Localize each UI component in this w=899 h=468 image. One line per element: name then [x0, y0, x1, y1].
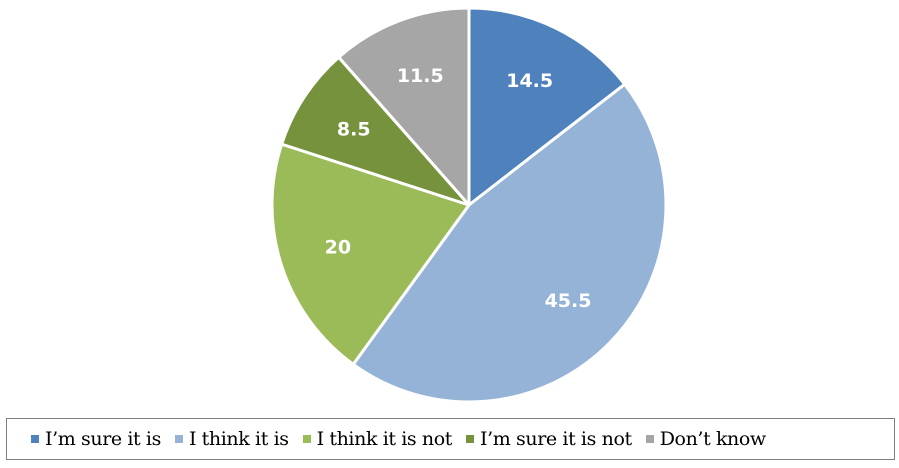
- chart-legend: I’m sure it is I think it is I think it is…: [6, 418, 895, 460]
- data-label-5: 11.5: [397, 65, 444, 87]
- pie-data-labels: 14.5 45.5 20 8.5 11.5: [325, 65, 592, 312]
- legend-swatch: [302, 435, 311, 443]
- legend-swatch: [645, 435, 654, 443]
- legend-item: I think it is: [174, 428, 289, 450]
- pie-slice-5: [337, 6, 471, 207]
- legend-item: Don’t know: [645, 428, 766, 450]
- pie-slice-4: [280, 55, 471, 207]
- pie-chart-svg: 14.5 45.5 20 8.5 11.5: [270, 6, 668, 404]
- legend-swatch: [466, 435, 475, 443]
- legend-label: Don’t know: [659, 428, 766, 450]
- legend-item: I’m sure it is not: [466, 428, 632, 450]
- legend-label: I’m sure it is: [45, 428, 161, 450]
- pie-slice-1: [467, 6, 627, 207]
- legend-label: I think it is: [188, 428, 289, 450]
- data-label-3: 20: [325, 237, 351, 259]
- legend-item: I think it is not: [302, 428, 453, 450]
- pie-slice-3: [270, 142, 471, 366]
- legend-label: I’m sure it is not: [480, 428, 632, 450]
- legend-item: I’m sure it is: [31, 428, 161, 450]
- legend-swatch: [174, 435, 183, 443]
- pie-slice-2: [351, 82, 668, 404]
- legend-label: I think it is not: [316, 428, 453, 450]
- legend-swatch: [31, 435, 39, 443]
- data-label-2: 45.5: [545, 290, 592, 312]
- data-label-1: 14.5: [506, 70, 553, 92]
- data-label-4: 8.5: [337, 118, 371, 140]
- pie-chart: 14.5 45.5 20 8.5 11.5: [270, 6, 668, 404]
- pie-slices: [270, 6, 668, 404]
